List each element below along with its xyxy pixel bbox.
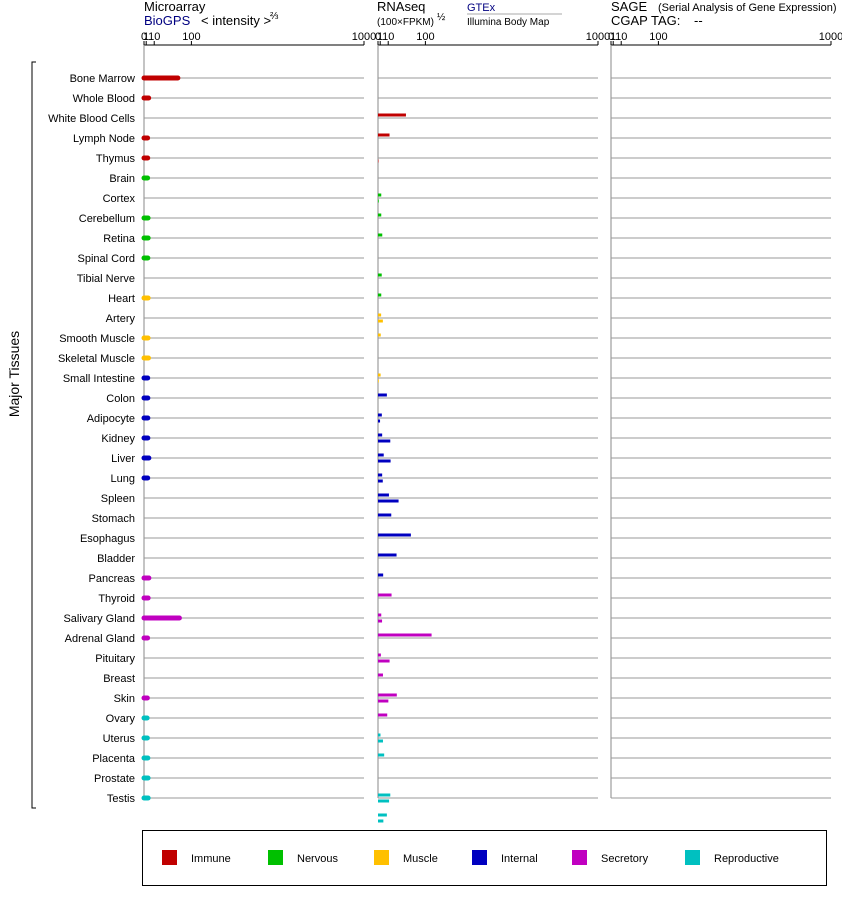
- tick-label: 1000: [352, 31, 376, 43]
- legend-label: Internal: [501, 853, 538, 865]
- legend-swatch: [374, 850, 389, 865]
- fpkm-label: (100×FPKM): [377, 17, 434, 28]
- tissue-label: Retina: [103, 233, 136, 245]
- tissue-label: Cortex: [103, 193, 136, 205]
- tissue-label: Stomach: [92, 513, 135, 525]
- legend-swatch: [268, 850, 283, 865]
- tissue-label: Spinal Cord: [78, 253, 135, 265]
- tissue-label: Breast: [103, 673, 135, 685]
- tick-label: 1000: [586, 31, 610, 43]
- tissue-label: Bone Marrow: [70, 73, 135, 85]
- legend-label: Reproductive: [714, 853, 779, 865]
- tissue-label: Placenta: [92, 753, 136, 765]
- tick-label: 100: [182, 31, 200, 43]
- tissue-label: Tibial Nerve: [77, 273, 135, 285]
- cgap-tag-label: CGAP TAG:: [611, 13, 680, 28]
- legend-label: Immune: [191, 853, 231, 865]
- rnaseq-title: RNAseq: [377, 0, 425, 14]
- tissue-label: Kidney: [101, 433, 135, 445]
- tissue-label: Cerebellum: [79, 213, 135, 225]
- tissue-label: Salivary Gland: [63, 613, 135, 625]
- tissue-label: Artery: [106, 313, 136, 325]
- tissue-label: Esophagus: [80, 533, 136, 545]
- tissue-label: Small Intestine: [63, 373, 135, 385]
- tissue-label: Pituitary: [95, 653, 135, 665]
- tissue-label: Colon: [106, 393, 135, 405]
- tissue-label: Adipocyte: [87, 413, 135, 425]
- tissue-label: Prostate: [94, 773, 135, 785]
- tissue-label: Skeletal Muscle: [58, 353, 135, 365]
- tick-label: 1: [143, 31, 149, 43]
- tissue-label: Adrenal Gland: [65, 633, 135, 645]
- tissue-label: Pancreas: [89, 573, 136, 585]
- tissue-label: Smooth Muscle: [59, 333, 135, 345]
- illumina-label: Illumina Body Map: [467, 17, 550, 28]
- legend-swatch: [572, 850, 587, 865]
- tick-label: 10: [148, 31, 160, 43]
- tick-label: 1: [377, 31, 383, 43]
- tissue-label: Bladder: [97, 553, 135, 565]
- biogps-label: BioGPS: [144, 13, 191, 28]
- tick-label: 10: [382, 31, 394, 43]
- tick-label: 0: [141, 31, 147, 43]
- tick-label: 10: [615, 31, 627, 43]
- tissue-label: Liver: [111, 453, 135, 465]
- tick-label: 100: [649, 31, 667, 43]
- tissue-label: Heart: [108, 293, 135, 305]
- tick-label: 1000: [819, 31, 842, 43]
- cgap-tag-value: --: [694, 13, 703, 28]
- fpkm-exponent: ½: [437, 12, 446, 23]
- tissue-label: Spleen: [101, 493, 135, 505]
- gtex-label: GTEx: [467, 2, 496, 14]
- microarray-title: Microarray: [144, 0, 206, 14]
- tissue-label: Skin: [114, 693, 135, 705]
- legend-swatch: [472, 850, 487, 865]
- legend-label: Secretory: [601, 853, 649, 865]
- tick-label: 0: [608, 31, 614, 43]
- legend-swatch: [162, 850, 177, 865]
- major-tissues-bracket: [31, 61, 36, 809]
- tissue-label: Whole Blood: [73, 93, 135, 105]
- legend-swatch: [685, 850, 700, 865]
- tissue-label: Thymus: [96, 153, 136, 165]
- sage-subtitle: (Serial Analysis of Gene Expression): [658, 2, 837, 14]
- tissue-label: Testis: [107, 793, 136, 805]
- tick-label: 100: [416, 31, 434, 43]
- intensity-exponent: ⅔: [270, 11, 279, 22]
- tissue-label: Lung: [111, 473, 135, 485]
- legend-label: Nervous: [297, 853, 338, 865]
- tissue-label: Brain: [109, 173, 135, 185]
- tissue-label: Lymph Node: [73, 133, 135, 145]
- intensity-label: < intensity >: [201, 13, 271, 28]
- tissue-label: Uterus: [103, 733, 136, 745]
- y-axis-label: Major Tissues: [6, 331, 22, 417]
- tissue-label: Thyroid: [98, 593, 135, 605]
- tick-label: 0: [375, 31, 381, 43]
- tissue-label: Ovary: [106, 713, 136, 725]
- tissue-label: White Blood Cells: [48, 113, 135, 125]
- sage-title: SAGE: [611, 0, 647, 14]
- legend-label: Muscle: [403, 853, 438, 865]
- tick-label: 1: [610, 31, 616, 43]
